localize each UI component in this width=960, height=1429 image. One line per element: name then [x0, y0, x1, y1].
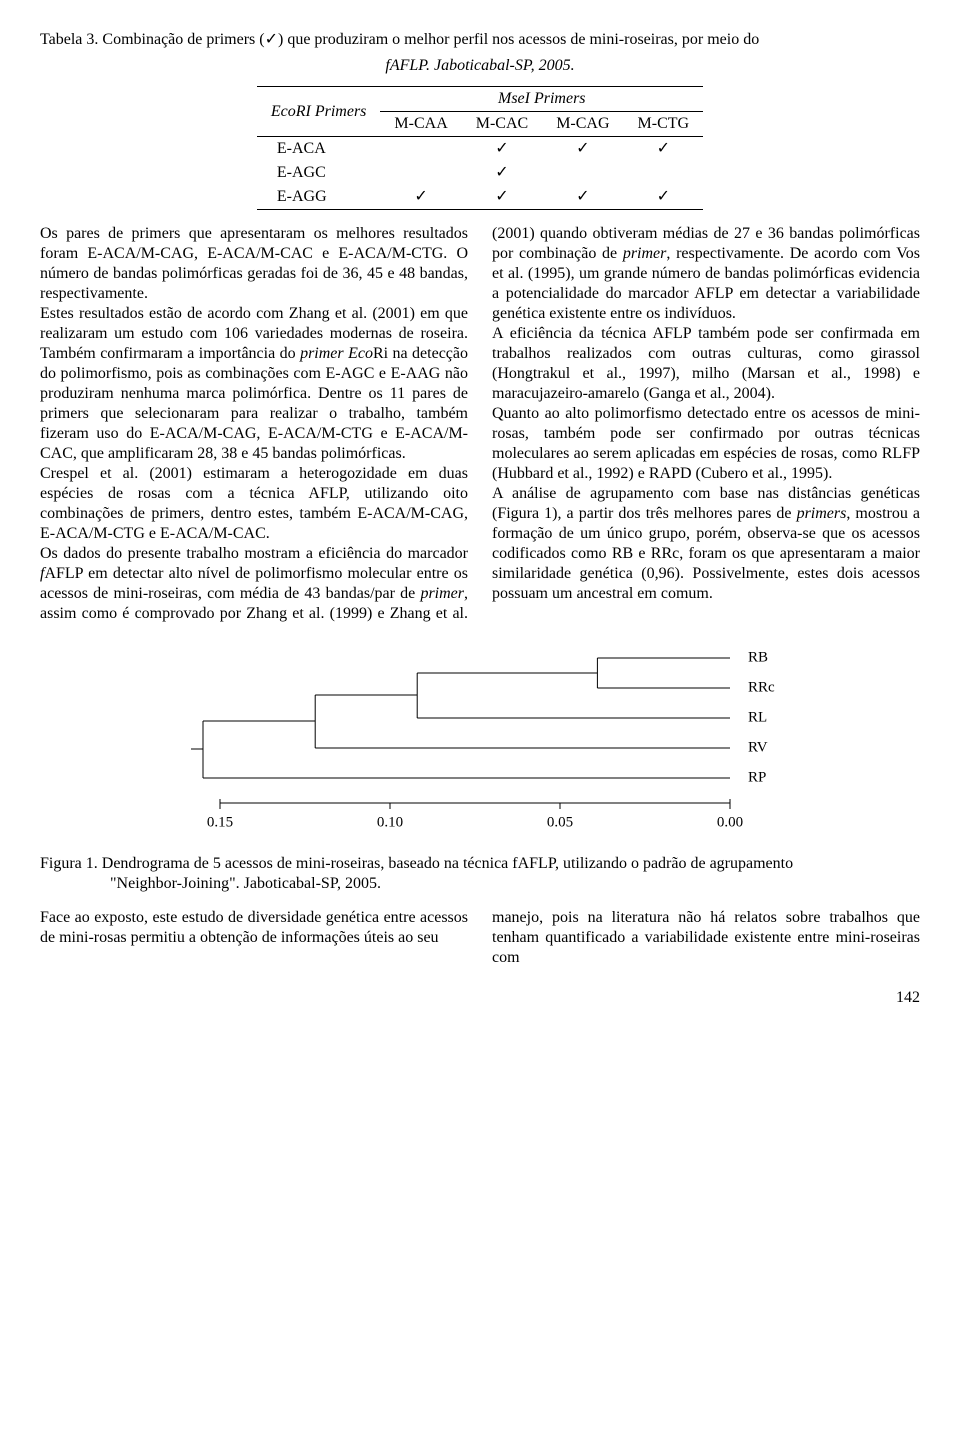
dendrogram-svg: RB RRc RL RV RP 0.15 0.10 0.05 0.00 — [160, 638, 800, 848]
table3-row2-c2: ✓ — [542, 185, 623, 210]
table3-row2-label: E-AGG — [257, 185, 381, 210]
table3-caption-line2: fAFLP. Jaboticabal-SP, 2005. — [385, 57, 574, 74]
table3-col-3: M-CTG — [624, 112, 704, 137]
svg-text:RV: RV — [748, 739, 768, 755]
table3-row2-c0: ✓ — [380, 185, 461, 210]
table3-row1-c1: ✓ — [462, 161, 542, 185]
table3-rowheader: EcoRI Primers — [257, 87, 381, 137]
svg-text:0.00: 0.00 — [717, 814, 743, 830]
table3-row2-c3: ✓ — [624, 185, 704, 210]
table3-row1-c2 — [542, 161, 623, 185]
figure1-dendrogram: RB RRc RL RV RP 0.15 0.10 0.05 0.00 — [40, 638, 920, 848]
svg-text:RRc: RRc — [748, 679, 775, 695]
table3-row1-c0 — [380, 161, 461, 185]
table3: EcoRI Primers MseI Primers M-CAA M-CAC M… — [257, 86, 703, 210]
figure1-caption-line2: "Neighbor-Joining". Jaboticabal-SP, 2005… — [40, 874, 920, 894]
page-number: 142 — [40, 988, 920, 1008]
figure1-caption: Figura 1. Dendrograma de 5 acessos de mi… — [40, 854, 920, 894]
table3-col-1: M-CAC — [462, 112, 542, 137]
table3-row1-c3 — [624, 161, 704, 185]
table3-row0-c1: ✓ — [462, 137, 542, 162]
svg-text:RB: RB — [748, 649, 768, 665]
figure1-caption-line1: Figura 1. Dendrograma de 5 acessos de mi… — [40, 854, 920, 874]
svg-text:0.15: 0.15 — [207, 814, 233, 830]
svg-text:RL: RL — [748, 709, 767, 725]
table3-row0-c3: ✓ — [624, 137, 704, 162]
svg-text:0.05: 0.05 — [547, 814, 573, 830]
svg-text:RP: RP — [748, 769, 766, 785]
table3-caption-line1: Tabela 3. Combinação de primers (✓) que … — [40, 30, 920, 50]
tail-text: Face ao exposto, este estudo de diversid… — [40, 908, 920, 968]
table3-row0-c2: ✓ — [542, 137, 623, 162]
table3-row1-label: E-AGC — [257, 161, 381, 185]
svg-text:0.10: 0.10 — [377, 814, 403, 830]
table3-row2-c1: ✓ — [462, 185, 542, 210]
table3-col-2: M-CAG — [542, 112, 623, 137]
table3-colheader: MseI Primers — [380, 87, 703, 112]
table3-col-0: M-CAA — [380, 112, 461, 137]
table3-wrap: EcoRI Primers MseI Primers M-CAA M-CAC M… — [40, 86, 920, 210]
table3-row0-label: E-ACA — [257, 137, 381, 162]
table3-row0-c0 — [380, 137, 461, 162]
body-text: Os pares de primers que apresentaram os … — [40, 224, 920, 624]
